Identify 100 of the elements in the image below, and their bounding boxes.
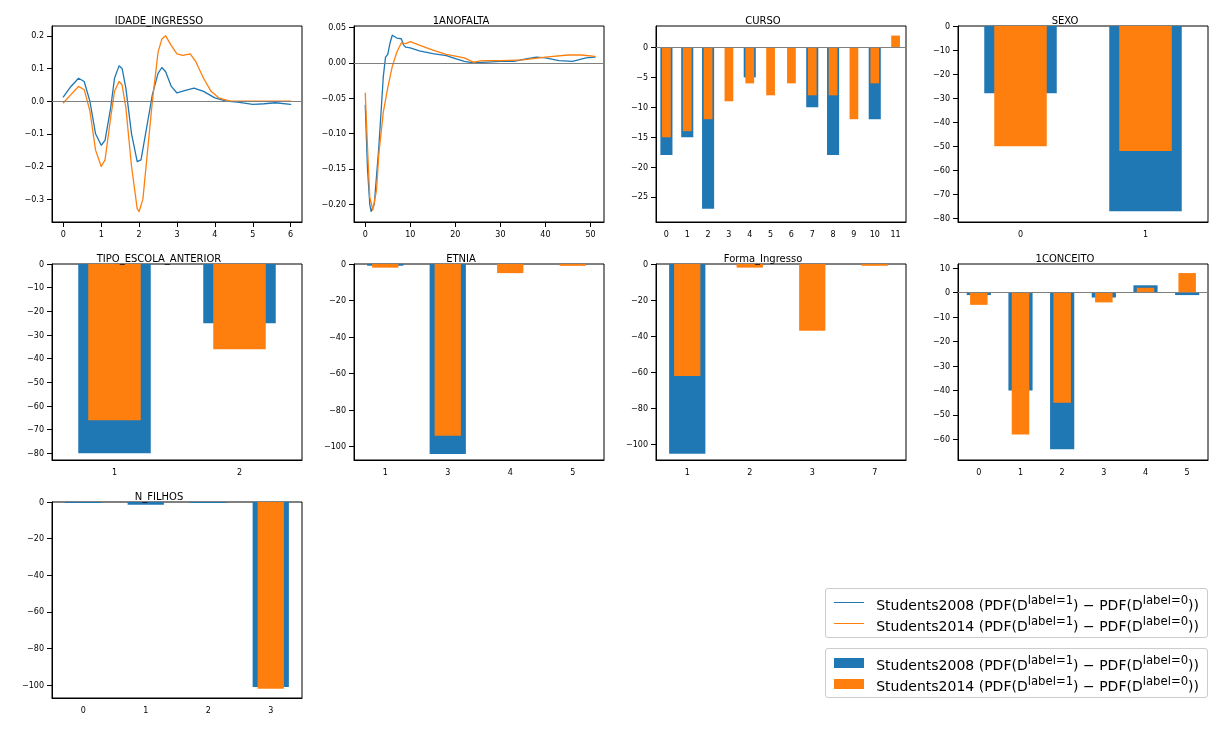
y-tick-label: −10 [27, 283, 44, 293]
y-tick-label: 0 [38, 259, 44, 269]
x-tick-label: 2 [136, 229, 142, 239]
x-tick-label: 1 [684, 229, 690, 239]
y-tick-label: −0.1 [24, 129, 44, 139]
chart-title: TIPO_ESCOLA_ANTERIOR [95, 252, 222, 265]
y-tick-label: 10 [939, 263, 950, 273]
bar [1011, 292, 1030, 435]
legend-label: Students2008 (PDF(D$^{label=1}$) − PDF(D$^{label=0}$)) [876, 652, 1199, 673]
y-tick-label: −40 [27, 354, 44, 364]
y-tick-label: −80 [27, 448, 44, 458]
y-tick-label: −100 [626, 440, 648, 450]
x-tick-label: 10 [869, 229, 880, 239]
x-tick-label: 6 [288, 229, 294, 239]
x-tick-label: 1 [1142, 229, 1149, 239]
y-tick-label: −40 [631, 331, 648, 341]
y-tick-label: −60 [933, 434, 950, 444]
y-tick-label: −40 [933, 117, 950, 127]
y-tick-label: −10 [933, 45, 950, 55]
x-tick-label: 4 [212, 229, 218, 239]
y-tick-label: 0.05 [328, 22, 346, 32]
x-tick-label: 1 [143, 705, 149, 715]
x-tick-label: 8 [830, 229, 836, 239]
x-tick-label: 9 [851, 229, 857, 239]
legend-label: Students2014 (PDF(D$^{label=1}$) − PDF(D$^{label=0}$)) [876, 673, 1199, 694]
y-tick-label: −70 [27, 425, 44, 435]
x-tick-label: 1 [684, 467, 690, 477]
y-tick-label: −20 [27, 306, 44, 316]
y-tick-label: −20 [933, 337, 950, 347]
bar [970, 292, 988, 305]
x-tick-label: 0 [362, 229, 368, 239]
y-tick-label: −50 [933, 410, 950, 420]
y-tick-label: 0 [38, 497, 44, 507]
y-tick-label: −30 [27, 330, 44, 340]
x-tick-label: 5 [250, 229, 256, 239]
y-tick-label: −20 [631, 162, 648, 172]
bar [1053, 292, 1071, 403]
chart-title: IDADE_INGRESSO [114, 14, 204, 27]
y-tick-label: −80 [27, 644, 44, 654]
line-series [62, 35, 292, 213]
x-tick-label: 3 [445, 467, 451, 477]
y-tick-label: −5 [636, 72, 648, 82]
y-tick-label: −60 [27, 607, 44, 617]
x-tick-label: 5 [1184, 467, 1190, 477]
x-tick-label: 1 [382, 467, 388, 477]
x-tick-label: 40 [540, 229, 551, 239]
y-tick-label: −15 [631, 132, 648, 142]
chart-title: CURSO [745, 14, 781, 26]
x-tick-label: 1 [1017, 467, 1024, 477]
x-tick-label: 2 [1059, 467, 1065, 477]
line-series [62, 65, 292, 163]
chart-title: 1ANOFALTA [432, 14, 490, 26]
y-tick-label: −100 [324, 442, 346, 452]
x-tick-label: 3 [268, 705, 274, 715]
y-tick-label: −25 [631, 192, 648, 202]
y-tick-label: −10 [933, 312, 950, 322]
x-tick-label: 10 [405, 229, 416, 239]
x-tick-label: 4 [747, 229, 753, 239]
y-tick-label: −0.3 [24, 194, 44, 204]
y-tick-label: −20 [329, 296, 346, 306]
y-tick-label: −20 [631, 295, 648, 305]
bar [1178, 273, 1196, 293]
chart-title: Forma_Ingresso [723, 252, 803, 265]
y-tick-label: −70 [933, 189, 950, 199]
x-tick-label: 3 [1101, 467, 1107, 477]
y-tick-label: −0.2 [24, 161, 44, 171]
chart-title: N_FILHOS [134, 490, 184, 503]
x-tick-label: 2 [236, 467, 243, 477]
y-tick-label: 0 [944, 21, 950, 31]
x-tick-label: 1 [111, 467, 118, 477]
y-tick-label: −80 [329, 405, 346, 415]
x-tick-label: 11 [890, 229, 901, 239]
x-tick-label: 2 [747, 467, 753, 477]
x-tick-label: 2 [205, 705, 211, 715]
x-tick-label: 2 [705, 229, 711, 239]
y-tick-label: −80 [933, 213, 950, 223]
y-tick-label: −50 [27, 377, 44, 387]
x-tick-label: 30 [495, 229, 506, 239]
y-tick-label: −40 [329, 332, 346, 342]
y-tick-label: −0.15 [321, 164, 346, 174]
y-tick-label: −60 [329, 369, 346, 379]
chart-title: ETNIA [446, 252, 476, 264]
y-tick-label: −30 [933, 361, 950, 371]
y-tick-label: 0.00 [328, 58, 346, 68]
y-tick-label: −50 [933, 141, 950, 151]
x-tick-label: 0 [663, 229, 669, 239]
bar [1095, 292, 1113, 303]
y-tick-label: −100 [22, 680, 44, 690]
y-tick-label: 0 [340, 259, 346, 269]
x-tick-label: 0 [60, 229, 66, 239]
legend-label: Students2008 (PDF(D$^{label=1}$) − PDF(D$^{label=0}$)) [876, 592, 1199, 613]
x-tick-label: 3 [174, 229, 180, 239]
chart-title: 1CONCEITO [1035, 252, 1095, 264]
y-tick-label: −20 [933, 69, 950, 79]
x-tick-label: 20 [450, 229, 461, 239]
y-tick-label: 0 [642, 259, 648, 269]
x-tick-label: 4 [1142, 467, 1149, 477]
x-tick-label: 5 [768, 229, 774, 239]
x-tick-label: 1 [98, 229, 104, 239]
x-tick-label: 4 [507, 467, 513, 477]
